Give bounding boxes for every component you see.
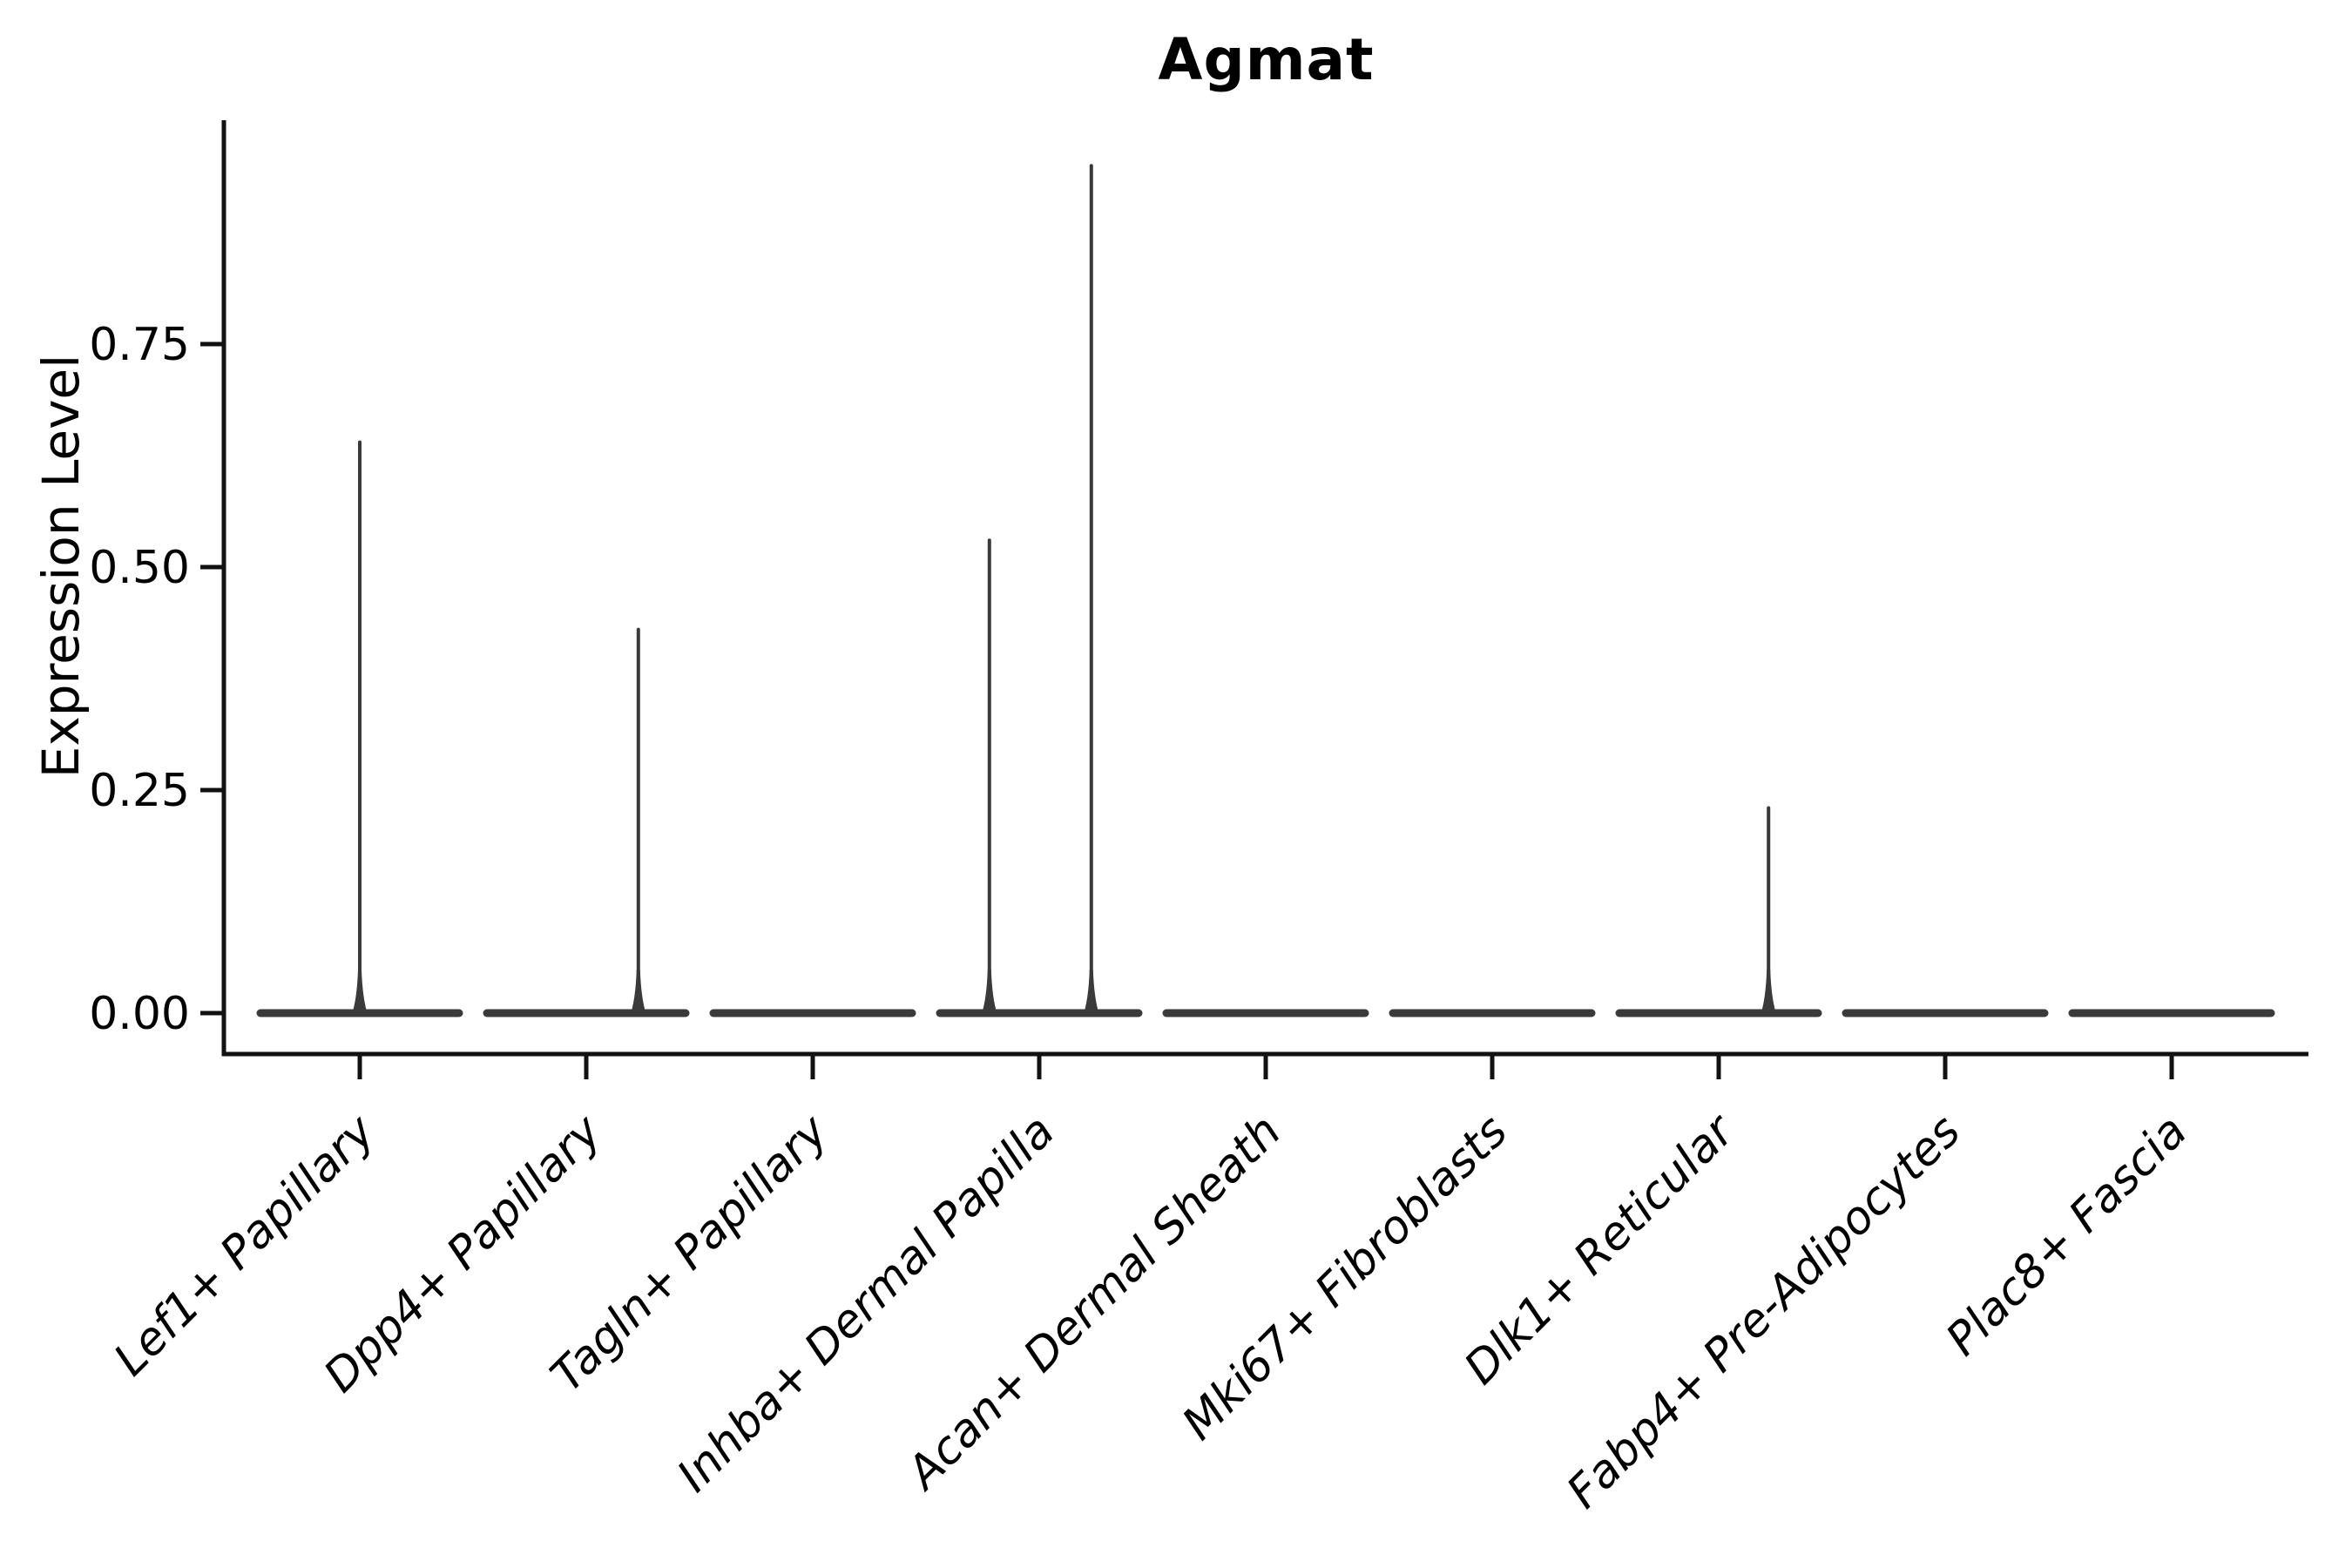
violin-base: [709, 1009, 916, 1017]
violin-base: [1389, 1009, 1596, 1017]
y-tick-label: 0.25: [89, 765, 190, 817]
violin-base: [256, 1009, 463, 1017]
x-category-label: Plac8+ Fascia: [1936, 1105, 2197, 1366]
x-category-label: Inhba+ Dermal Papilla: [667, 1105, 1064, 1503]
x-category-label: Fabp4+ Pre-Adipocytes: [1558, 1105, 1971, 1519]
violin-base: [1615, 1009, 1822, 1017]
violin-base: [483, 1009, 690, 1017]
x-category-label: Acan+ Dermal Sheath: [896, 1105, 1291, 1501]
violin-base: [1842, 1009, 2049, 1017]
chart-title: Agmat: [1158, 26, 1375, 93]
violin-base: [936, 1009, 1143, 1017]
violin-base: [1162, 1009, 1369, 1017]
y-tick-label: 0.00: [89, 988, 190, 1040]
violin-base: [2068, 1009, 2275, 1017]
y-tick-label: 0.50: [89, 542, 190, 594]
y-tick-label: 0.75: [89, 319, 190, 371]
